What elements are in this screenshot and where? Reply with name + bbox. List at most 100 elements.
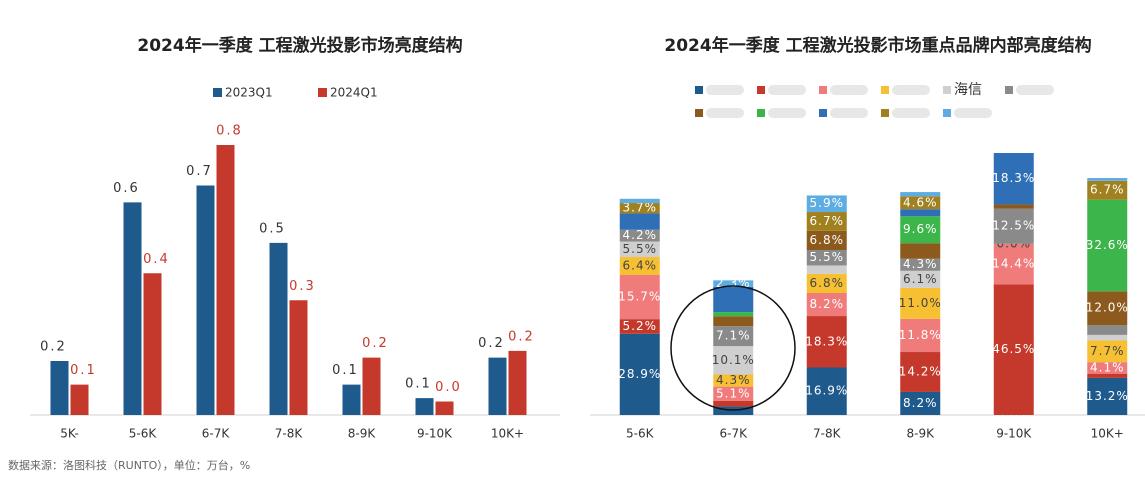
x-tick-label: 5-6K bbox=[626, 427, 655, 441]
bar bbox=[70, 384, 89, 415]
value-label: 15.7% bbox=[618, 290, 661, 304]
value-label: 6.4% bbox=[623, 259, 658, 273]
value-label: 28.9% bbox=[618, 367, 661, 381]
value-label: 0.2 bbox=[478, 336, 505, 351]
bar bbox=[342, 384, 361, 415]
legend-swatch bbox=[881, 109, 889, 117]
bar-segment bbox=[713, 326, 754, 347]
value-label: 12.5% bbox=[992, 219, 1035, 233]
highlight-circle bbox=[670, 285, 796, 411]
value-label: 46.5% bbox=[992, 342, 1035, 356]
x-tick-label: 5-6K bbox=[129, 427, 158, 441]
value-label: 0.6 bbox=[113, 181, 140, 196]
value-label: 0.2 bbox=[362, 336, 389, 351]
bar-segment bbox=[993, 204, 1034, 209]
bar bbox=[415, 398, 434, 415]
bar-segment bbox=[713, 280, 754, 287]
value-label: 4.2% bbox=[623, 228, 658, 242]
bar-segment bbox=[993, 284, 1034, 415]
bar-segment bbox=[713, 400, 754, 407]
bar-segment bbox=[900, 352, 941, 392]
chart-title: 2024年一季度 工程激光投影市场重点品牌内部亮度结构 bbox=[664, 35, 1091, 56]
value-label: 0.4 bbox=[143, 252, 170, 267]
legend-swatch bbox=[1005, 86, 1013, 94]
value-label: 11.0% bbox=[899, 296, 942, 310]
bar-segment bbox=[1087, 340, 1128, 363]
bar-segment bbox=[713, 346, 754, 375]
bar-segment bbox=[806, 292, 847, 317]
bar bbox=[143, 273, 162, 415]
bar-segment bbox=[806, 230, 847, 250]
bar-segment bbox=[1087, 180, 1128, 200]
bar-segment bbox=[619, 333, 660, 415]
bar-segment bbox=[1087, 325, 1128, 335]
value-label: 6.7% bbox=[810, 214, 845, 228]
value-label: 12.0% bbox=[1086, 301, 1129, 315]
bar-segment bbox=[806, 273, 847, 293]
value-label: 0.7 bbox=[186, 164, 213, 179]
x-tick-label: 10K+ bbox=[491, 427, 524, 441]
value-label: 0.3 bbox=[289, 279, 316, 294]
bar bbox=[269, 242, 288, 415]
value-label: 6.7% bbox=[1090, 183, 1125, 197]
legend-swatch bbox=[819, 109, 827, 117]
bar-segment bbox=[993, 153, 1034, 205]
legend-blur bbox=[892, 85, 930, 95]
value-label: 9.6% bbox=[903, 222, 938, 236]
legend-swatch bbox=[695, 109, 703, 117]
value-label: 6.1% bbox=[903, 272, 938, 286]
value-label: 5.5% bbox=[623, 242, 658, 256]
legend-swatch bbox=[881, 86, 889, 94]
value-label: 13.2% bbox=[1086, 389, 1129, 403]
value-label: 5.5% bbox=[810, 250, 845, 264]
bar-segment bbox=[1087, 377, 1128, 415]
bar-segment bbox=[806, 212, 847, 231]
bar-segment bbox=[619, 257, 660, 276]
legend-label: 2023Q1 bbox=[225, 86, 273, 100]
value-label: 3.7% bbox=[623, 201, 658, 215]
value-label: 18.3% bbox=[805, 334, 848, 348]
source-note: 数据来源：洛图科技（RUNTO），单位：万台，% bbox=[8, 458, 250, 472]
chart-title: 2024年一季度 工程激光投影市场亮度结构 bbox=[137, 35, 462, 56]
bar-segment bbox=[1087, 373, 1128, 378]
value-label: 11.8% bbox=[899, 328, 942, 342]
bar-segment bbox=[900, 192, 941, 197]
value-label: 7.7% bbox=[1090, 344, 1125, 358]
bar-segment bbox=[900, 270, 941, 288]
legend-blur bbox=[706, 85, 744, 95]
bar-segment bbox=[806, 265, 847, 274]
bar-segment bbox=[1087, 362, 1128, 374]
bar bbox=[196, 185, 215, 415]
value-label: 16.9% bbox=[805, 384, 848, 398]
value-label: 4.3% bbox=[903, 257, 938, 271]
legend-label: 2024Q1 bbox=[330, 86, 378, 100]
value-label: 6.8% bbox=[810, 276, 845, 290]
bar bbox=[508, 350, 527, 415]
bar bbox=[50, 361, 69, 415]
x-tick-label: 6-7K bbox=[720, 427, 749, 441]
x-tick-label: 8-9K bbox=[348, 427, 377, 441]
value-label: 32.6% bbox=[1086, 238, 1129, 252]
bar-segment bbox=[619, 213, 660, 230]
bar-segment bbox=[900, 258, 941, 271]
legend-blur bbox=[892, 108, 930, 118]
x-tick-label: 7-8K bbox=[275, 427, 304, 441]
value-label: 0.1 bbox=[405, 377, 432, 392]
value-label: 4.3% bbox=[716, 373, 751, 387]
legend-swatch bbox=[695, 86, 703, 94]
bar-segment bbox=[1087, 334, 1128, 341]
legend-swatch bbox=[943, 86, 951, 94]
legend-swatch bbox=[213, 88, 222, 97]
bar-segment bbox=[1087, 291, 1128, 326]
bar-segment bbox=[806, 249, 847, 266]
value-label: 0.2 bbox=[508, 329, 535, 344]
value-label: 5.1% bbox=[716, 386, 751, 400]
bar bbox=[362, 357, 381, 415]
value-label: 4.6% bbox=[903, 195, 938, 209]
value-label: 18.3% bbox=[992, 171, 1035, 185]
value-label: 6.8% bbox=[810, 233, 845, 247]
bar-segment bbox=[713, 316, 754, 327]
bar bbox=[289, 300, 308, 415]
